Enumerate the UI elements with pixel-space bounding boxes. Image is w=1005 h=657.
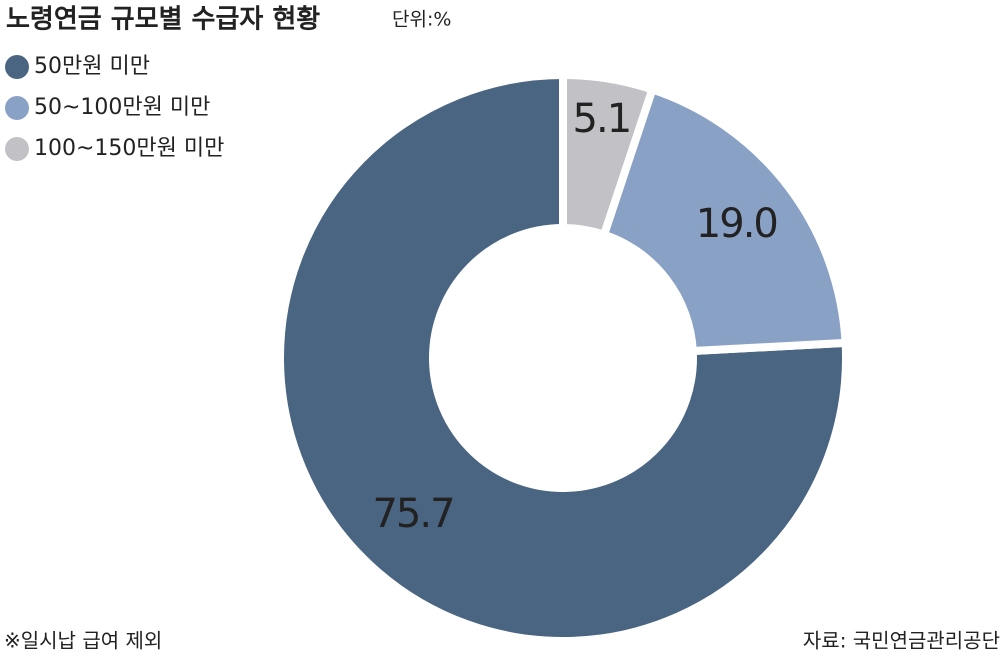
value-label: 5.1	[573, 96, 631, 142]
donut-slice	[276, 70, 850, 645]
value-label: 75.7	[372, 491, 453, 537]
legend-label: 50~100만원 미만	[34, 95, 210, 120]
legend-swatch	[5, 55, 29, 79]
legend-swatch	[5, 96, 29, 120]
legend-swatch	[5, 137, 29, 161]
donut-slice	[559, 70, 658, 240]
legend-label: 50만원 미만	[34, 54, 150, 79]
donut-slice	[598, 84, 850, 356]
value-label: 19.0	[696, 201, 777, 247]
chart-title: 노령연금 규모별 수급자 현황	[6, 5, 320, 35]
legend-label: 100~150만원 미만	[34, 136, 224, 161]
source: 자료: 국민연금관리공단	[803, 629, 1000, 653]
unit-label: 단위:%	[392, 9, 451, 31]
footnote: ※일시납 급여 제외	[4, 629, 162, 653]
